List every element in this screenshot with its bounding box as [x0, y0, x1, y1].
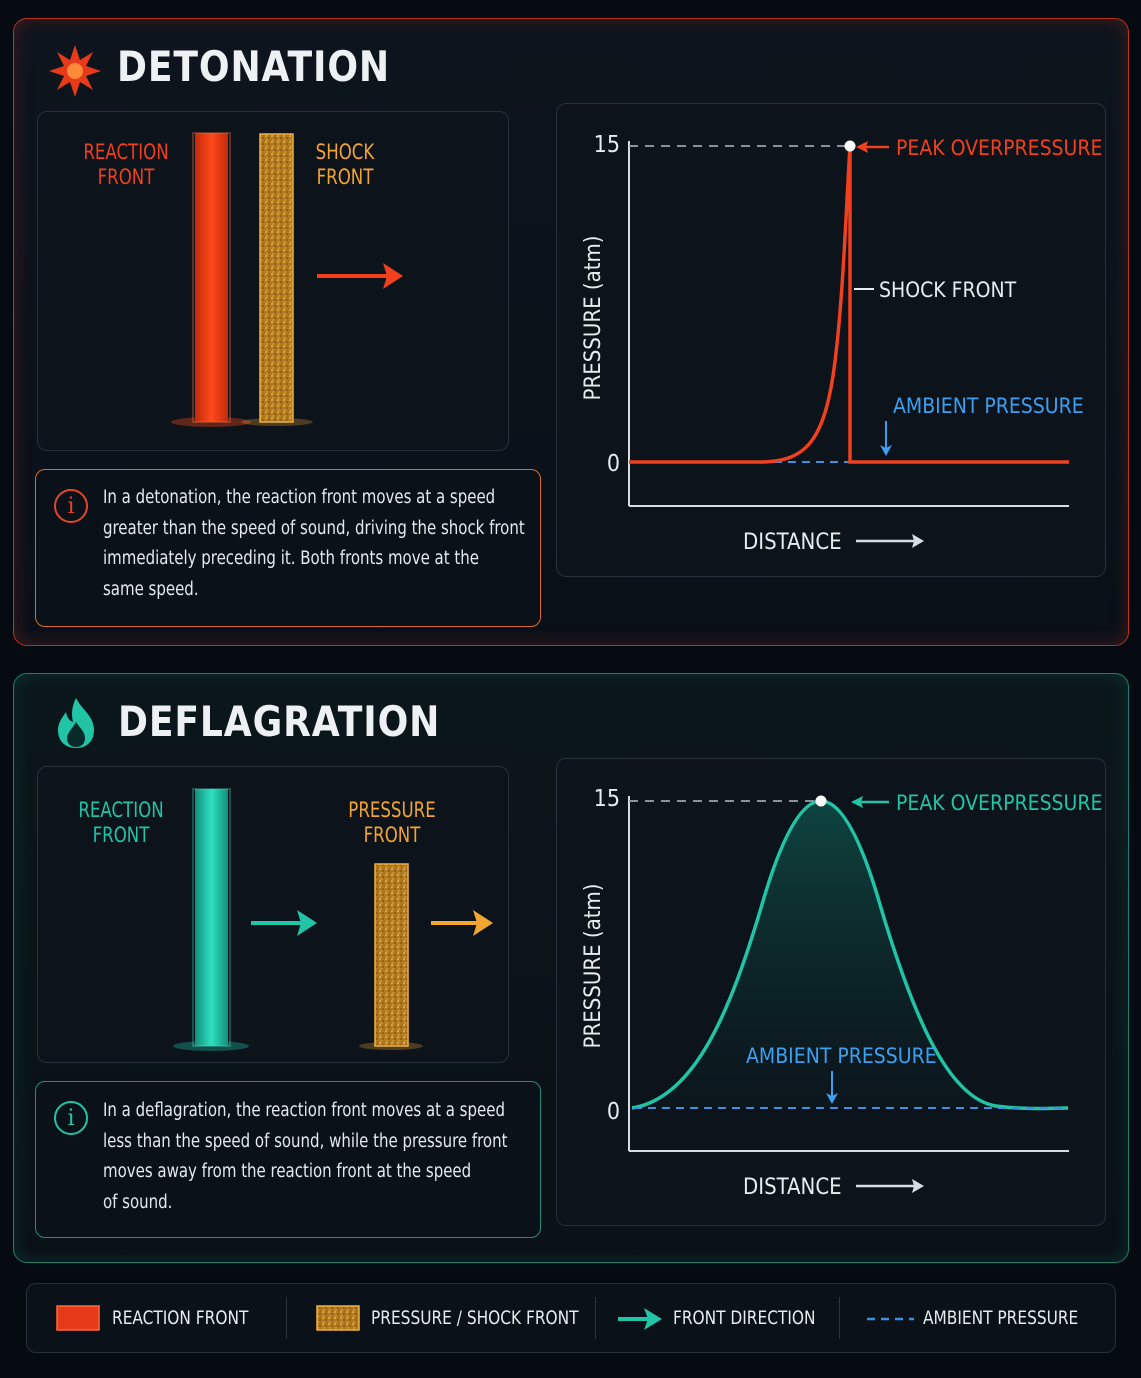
pressure-curve: [631, 799, 1069, 1111]
pressure-curve: [629, 145, 1069, 464]
deflagration-reaction-label: REACTION FRONT: [78, 798, 164, 847]
deflagration-diagram-box: [37, 766, 509, 1063]
ambient-pressure-label: AMBIENT PRESSURE: [893, 394, 1084, 418]
y-axis-label: PRESSURE (atm): [581, 884, 606, 1049]
y-tick-15: 15: [594, 786, 620, 812]
x-axis-label: DISTANCE: [743, 530, 842, 555]
peak-point: [815, 795, 827, 807]
y-tick-0: 0: [607, 451, 620, 477]
legend-arrow-icon: [618, 1308, 662, 1330]
info-icon: i: [54, 1101, 88, 1135]
legend-divider: [286, 1297, 287, 1339]
y-tick-0: 0: [607, 1099, 620, 1125]
detonation-reaction-label: REACTION FRONT: [83, 140, 169, 189]
legend-reaction-front-label: REACTION FRONT: [112, 1307, 249, 1329]
legend-dashed-line-icon: [867, 1317, 914, 1321]
legend-divider: [839, 1297, 840, 1339]
legend-pressure-shock-front-label: PRESSURE / SHOCK FRONT: [371, 1307, 579, 1329]
deflagration-info-box: [35, 1081, 541, 1238]
shock-front-label: SHOCK FRONT: [879, 278, 1017, 302]
deflagration-info-text: In a deflagration, the reaction front mo…: [103, 1100, 508, 1213]
ambient-pressure-label: AMBIENT PRESSURE: [746, 1044, 937, 1068]
reaction-direction-arrow-head: [297, 910, 317, 936]
legend: [26, 1283, 1116, 1353]
detonation-shock-label: SHOCK FRONT: [315, 140, 375, 189]
pressure-front-bar: [374, 863, 409, 1047]
detonation-title: DETONATION: [117, 42, 390, 91]
detonation-info-text: In a detonation, the reaction front move…: [103, 487, 525, 600]
deflagration-pressure-label: PRESSURE FRONT: [348, 798, 436, 847]
explosion-icon: [49, 45, 101, 97]
legend-pressure-front-swatch: [316, 1305, 360, 1331]
shock-front-bar: [259, 133, 294, 423]
y-tick-15: 15: [594, 132, 620, 158]
legend-divider: [595, 1297, 596, 1339]
detonation-info-box: [35, 469, 541, 627]
deflagration-fronts-diagram: [173, 788, 493, 1051]
peak-overpressure-label: PEAK OVERPRESSURE: [896, 136, 1102, 160]
detonation-chart-box: [556, 103, 1106, 577]
direction-arrow-head: [383, 263, 403, 289]
x-axis-label: DISTANCE: [743, 1175, 842, 1200]
legend-ambient-pressure-label: AMBIENT PRESSURE: [923, 1307, 1079, 1329]
legend-reaction-front-swatch: [56, 1305, 100, 1331]
detonation-pressure-chart: 15 0 PRESSURE (atm) DISTANCE PEAK OVERPR…: [581, 132, 1102, 555]
info-icon: i: [54, 489, 88, 523]
detonation-fronts-diagram: [171, 132, 403, 427]
deflagration-title: DEFLAGRATION: [118, 697, 441, 746]
pressure-curve-fill: [632, 801, 1068, 1109]
deflagration-pressure-chart: 15 0 PRESSURE (atm) DISTANCE PEAK OVERPR…: [581, 786, 1102, 1200]
reaction-front-bar: [195, 789, 228, 1046]
pressure-direction-arrow-head: [473, 910, 493, 936]
peak-point: [844, 140, 856, 152]
peak-overpressure-label: PEAK OVERPRESSURE: [896, 791, 1102, 815]
y-axis-label: PRESSURE (atm): [581, 236, 606, 401]
legend-front-direction-label: FRONT DIRECTION: [673, 1307, 816, 1329]
reaction-front-bar: [195, 133, 228, 422]
flame-icon: [58, 698, 94, 748]
